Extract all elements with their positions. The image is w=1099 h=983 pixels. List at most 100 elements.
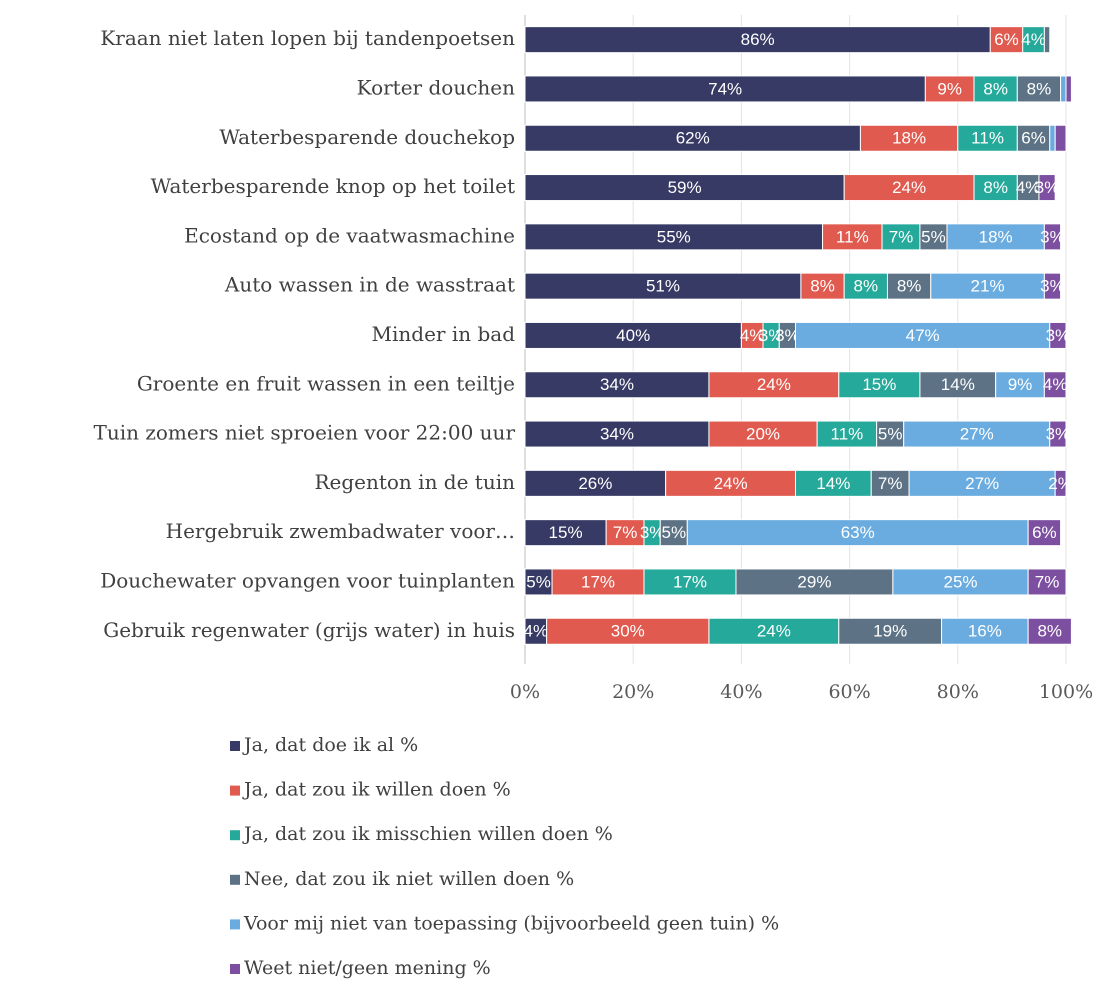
legend-label: Ja, dat zou ik misschien willen doen %: [242, 823, 613, 845]
legend-swatch: [230, 830, 240, 841]
bar-segment: [876, 420, 905, 448]
data-label: 59%: [668, 178, 702, 197]
data-label: 11%: [831, 425, 864, 444]
x-tick-label: 80%: [937, 681, 979, 703]
y-tick-label: Waterbesparende douchekop: [219, 125, 515, 149]
bar-segment: [708, 371, 840, 399]
y-tick-label: Hergebruik zwembadwater voor…: [166, 519, 515, 543]
bar-segment: [886, 272, 932, 300]
data-label: 63%: [841, 523, 875, 542]
data-label: 18%: [979, 227, 1013, 246]
bar-segment: [1049, 124, 1056, 152]
bar-segment: [524, 223, 824, 251]
bar-segment: [870, 469, 910, 497]
bar-segment: [735, 568, 894, 596]
data-label: 17%: [673, 572, 707, 591]
bar-segment: [643, 568, 737, 596]
bar-segment: [708, 420, 818, 448]
y-tick-label: Douchewater opvangen voor tuinplanten: [100, 568, 515, 592]
legend-swatch: [230, 874, 240, 885]
data-label: 3%: [1040, 227, 1065, 246]
bar-segment: [973, 174, 1018, 202]
bar-segment: [524, 26, 991, 54]
y-tick-label: Tuin zomers niet sproeien voor 22:00 uur: [93, 421, 515, 445]
data-label: 24%: [892, 178, 926, 197]
bar-segment: [1027, 568, 1067, 596]
y-tick-label: Korter douchen: [357, 75, 515, 99]
bar-segment: [930, 272, 1045, 300]
legend-label: Voor mij niet van toepassing (bijvoorbee…: [243, 912, 779, 934]
data-label: 8%: [983, 178, 1008, 197]
bar-segment: [524, 75, 926, 103]
y-tick-label: Kraan niet laten lopen bij tandenpoetsen: [100, 26, 515, 50]
data-label: 17%: [581, 572, 615, 591]
legend-label: Nee, dat zou ik niet willen doen %: [244, 868, 574, 890]
bar-segment: [524, 519, 607, 547]
data-label: 11%: [836, 227, 869, 246]
legend-label: Weet niet/geen mening %: [244, 957, 491, 979]
data-label: 9%: [1008, 375, 1033, 394]
bar-segment: [795, 469, 872, 497]
data-label: 4%: [524, 622, 549, 641]
x-tick-label: 40%: [720, 681, 762, 703]
data-label: 5%: [661, 523, 686, 542]
x-tick-label: 20%: [612, 681, 654, 703]
data-label: 27%: [960, 425, 994, 444]
data-label: 5%: [878, 425, 903, 444]
data-label: 14%: [941, 375, 975, 394]
bar-segment: [1043, 272, 1062, 300]
data-label: 55%: [657, 227, 691, 246]
data-label: 4%: [1021, 30, 1046, 49]
bar-segment: [822, 223, 883, 251]
data-label: 8%: [983, 79, 1008, 98]
legend-swatch: [230, 741, 240, 751]
bar-segment: [1038, 174, 1056, 202]
bar-segment: [659, 519, 688, 547]
data-label: 2%: [1048, 474, 1073, 493]
data-label: 34%: [600, 375, 634, 394]
bar-segment: [892, 568, 1029, 596]
data-label: 3%: [640, 523, 665, 542]
data-label: 3%: [775, 326, 800, 345]
bar-segment: [843, 272, 888, 300]
x-tick-label: 100%: [1039, 681, 1093, 703]
bar-segment: [1054, 469, 1067, 497]
bar-segment: [1016, 75, 1062, 103]
bar-segment: [708, 617, 840, 645]
bar-segment: [1027, 617, 1072, 645]
bar-segment: [946, 223, 1045, 251]
data-label: 9%: [937, 79, 962, 98]
bar-segment: [816, 420, 878, 448]
data-label: 3%: [759, 326, 784, 345]
bar-segment: [1043, 26, 1051, 54]
bar-segment: [1065, 75, 1072, 103]
data-label: 7%: [613, 523, 638, 542]
bar-segment: [524, 124, 861, 152]
bar-segment: [957, 124, 1018, 152]
bar-segment: [924, 75, 975, 103]
bar-segment: [524, 469, 667, 497]
y-tick-label: Waterbesparende knop op het toilet: [151, 174, 515, 198]
data-label: 24%: [757, 622, 791, 641]
bar-segment: [551, 568, 645, 596]
legend-label: Ja, dat zou ik willen doen %: [242, 779, 511, 801]
data-label: 3%: [1035, 178, 1060, 197]
data-label: 24%: [757, 375, 791, 394]
bar-segment: [1049, 420, 1067, 448]
data-label: 62%: [676, 129, 710, 148]
data-label: 4%: [1016, 178, 1041, 197]
data-label: 40%: [616, 326, 650, 345]
data-label: 74%: [708, 79, 742, 98]
data-label: 29%: [797, 572, 831, 591]
bar-segment: [903, 420, 1051, 448]
data-label: 8%: [1037, 622, 1062, 641]
bar-segment: [1054, 124, 1067, 152]
data-label: 15%: [549, 523, 583, 542]
bar-segment: [524, 174, 845, 202]
data-label: 5%: [526, 572, 551, 591]
data-label: 25%: [943, 572, 977, 591]
bar-segment: [838, 371, 921, 399]
legend-swatch: [230, 785, 240, 796]
data-label: 27%: [965, 474, 999, 493]
